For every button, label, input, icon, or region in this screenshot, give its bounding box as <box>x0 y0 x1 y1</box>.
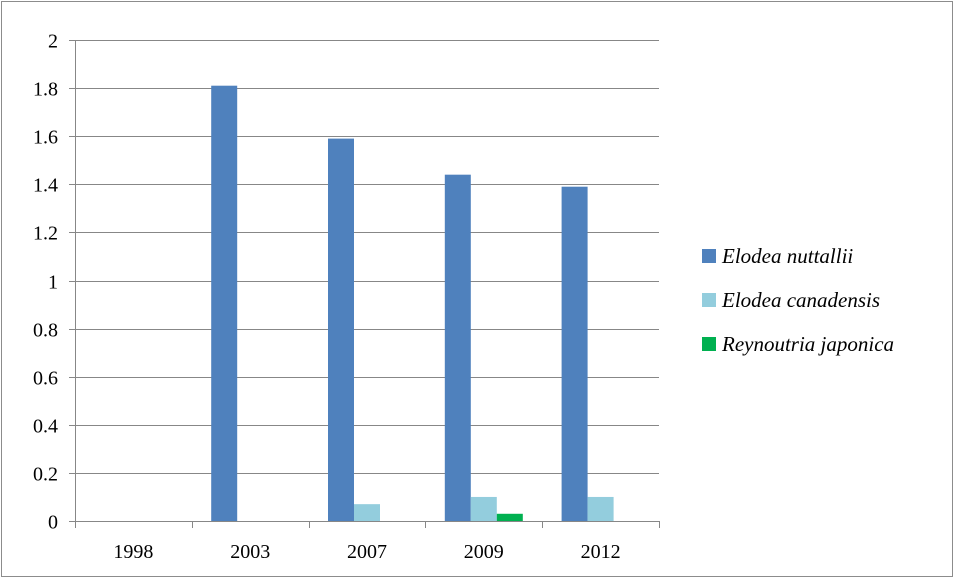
legend-swatch-elodea-canadensis <box>702 293 716 307</box>
legend-item-elodea-nuttallii: Elodea nuttallii <box>702 234 894 278</box>
x-tick-label: 2012 <box>581 541 621 563</box>
legend-swatch-reynoutria-japonica <box>702 337 716 351</box>
y-tick-label: 1.4 <box>33 175 58 197</box>
legend-label-elodea-canadensis: Elodea canadensis <box>722 287 881 312</box>
bar-elodea-nuttallii-2003 <box>211 85 238 521</box>
bar-elodea-nuttallii-2009 <box>444 174 471 521</box>
bar-elodea-nuttallii-2007 <box>328 138 354 522</box>
y-tick-label: 0.2 <box>33 464 58 486</box>
legend-item-reynoutria-japonica: Reynoutria japonica <box>702 322 894 366</box>
legend-item-elodea-canadensis: Elodea canadensis <box>702 278 894 322</box>
y-tick-label: 0.4 <box>33 416 58 438</box>
y-tick-label: 1.8 <box>33 79 58 101</box>
legend-label-elodea-nuttallii: Elodea nuttallii <box>722 243 854 268</box>
y-tick-label: 1.2 <box>33 223 58 245</box>
bar-elodea-canadensis-2007 <box>354 504 380 521</box>
x-axis-tick-labels: 1998 2003 2007 2009 2012 <box>113 541 620 563</box>
y-axis-tick-labels: 0 0.2 0.4 0.6 0.8 1 1.2 1.4 1.6 1.8 2 <box>33 31 58 534</box>
y-tick-label: 0.6 <box>33 368 58 390</box>
bars <box>211 85 614 522</box>
bar-elodea-canadensis-2012 <box>587 496 614 521</box>
x-tick-label: 2003 <box>230 541 270 563</box>
x-tick-label: 2007 <box>347 541 387 563</box>
y-tick-label: 1.6 <box>33 127 58 149</box>
y-tick-label: 0 <box>48 512 58 534</box>
y-tick-label: 0.8 <box>33 320 58 342</box>
legend-label-reynoutria-japonica: Reynoutria japonica <box>722 331 895 356</box>
legend-swatch-elodea-nuttallii <box>702 249 716 263</box>
bar-elodea-nuttallii-2012 <box>561 186 588 521</box>
y-tick-label: 1 <box>48 272 58 294</box>
x-tick-label: 1998 <box>113 541 153 563</box>
bar-elodea-canadensis-2009 <box>470 496 497 521</box>
y-tick-label: 2 <box>48 31 58 53</box>
legend: Elodea nuttallii Elodea canadensis Reyno… <box>702 234 894 366</box>
bar-reynoutria-japonica-2009 <box>496 513 523 521</box>
x-tick-label: 2009 <box>464 541 504 563</box>
axes <box>69 40 660 528</box>
